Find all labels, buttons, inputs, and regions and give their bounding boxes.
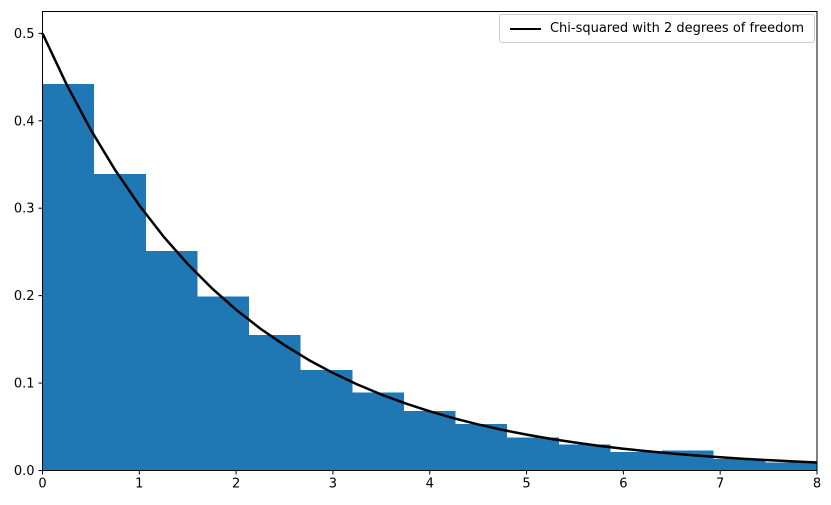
legend-label: Chi-squared with 2 degrees of freedom — [549, 21, 804, 36]
histogram-bar — [94, 174, 146, 471]
x-tick-label: 1 — [135, 477, 143, 492]
legend: Chi-squared with 2 degrees of freedom — [498, 14, 815, 43]
x-tick-label: 6 — [619, 477, 627, 492]
x-tick-label: 5 — [522, 477, 530, 492]
legend-line-sample — [509, 27, 541, 30]
histogram-bar — [610, 452, 663, 471]
x-tick-label: 7 — [716, 477, 724, 492]
histogram-bar — [765, 462, 817, 471]
histogram-bar — [197, 296, 250, 471]
y-tick-label: 0.4 — [14, 114, 35, 129]
x-tick-label: 3 — [329, 477, 337, 492]
y-tick-label: 0.1 — [14, 377, 35, 392]
x-tick-label: 2 — [232, 477, 240, 492]
y-tick-label: 0.2 — [14, 289, 35, 304]
histogram-bar — [455, 424, 508, 471]
y-tick-label: 0.5 — [14, 27, 35, 42]
histogram-bar — [300, 369, 353, 471]
histogram-bar — [713, 459, 766, 471]
x-tick-label: 0 — [38, 477, 46, 492]
y-tick-label: 0.0 — [14, 464, 35, 479]
histogram-bar — [403, 411, 456, 471]
histogram-bar — [507, 437, 559, 471]
histogram-bar — [145, 251, 198, 471]
histogram-bar — [249, 334, 301, 471]
histogram-bar — [42, 84, 95, 471]
y-tick-label: 0.3 — [14, 202, 35, 217]
x-tick-label: 8 — [813, 477, 821, 492]
histogram-bar — [352, 392, 404, 471]
x-tick-label: 4 — [426, 477, 434, 492]
histogram-bar — [558, 444, 611, 471]
chi-squared-curve — [41, 32, 818, 464]
